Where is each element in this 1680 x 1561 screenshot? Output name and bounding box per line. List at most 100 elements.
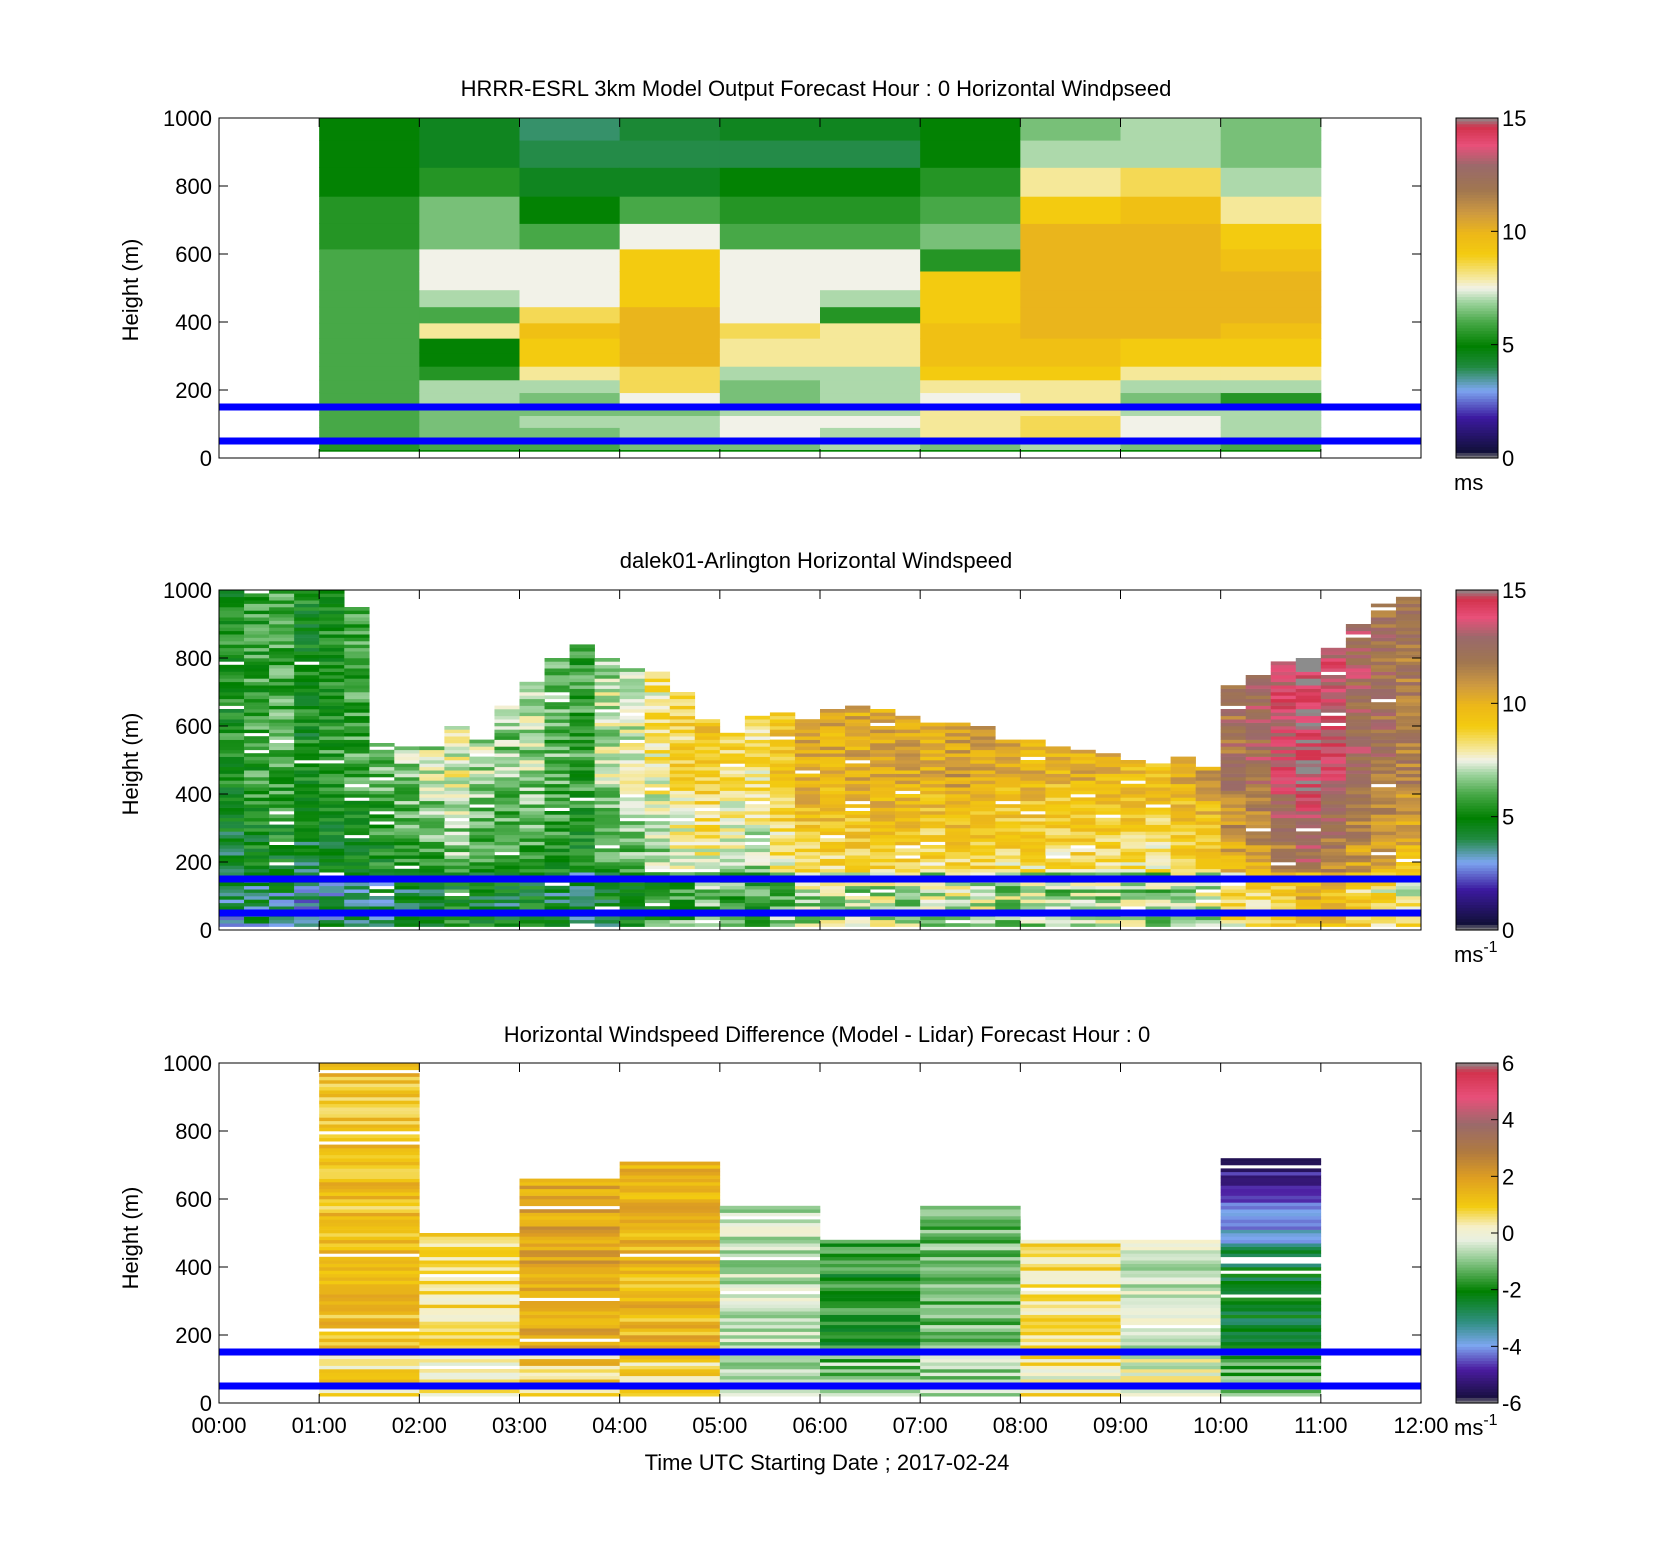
heatmap-cell bbox=[845, 868, 871, 873]
heatmap-cell bbox=[444, 783, 470, 788]
heatmap-cell bbox=[319, 746, 345, 751]
heatmap-cell bbox=[1070, 892, 1096, 897]
heatmap-cell bbox=[820, 872, 846, 876]
heatmap-cell bbox=[1020, 1318, 1121, 1322]
heatmap-cell bbox=[719, 289, 821, 308]
heatmap-cell bbox=[1120, 919, 1146, 924]
heatmap-cell bbox=[369, 865, 395, 870]
colorbar-segment bbox=[1456, 1326, 1498, 1330]
heatmap-cell bbox=[369, 906, 395, 910]
heatmap-cell bbox=[419, 392, 520, 405]
heatmap-cell bbox=[1120, 811, 1146, 815]
heatmap-cell bbox=[419, 1372, 520, 1377]
heatmap-cell bbox=[895, 841, 921, 846]
heatmap-cell bbox=[619, 841, 646, 846]
heatmap-cell bbox=[845, 777, 871, 781]
heatmap-cell bbox=[1270, 671, 1297, 676]
heatmap-cell bbox=[1045, 749, 1071, 754]
heatmap-cell bbox=[794, 821, 821, 825]
heatmap-cell bbox=[494, 715, 520, 720]
heatmap-cell bbox=[895, 732, 921, 737]
heatmap-cell bbox=[1020, 1263, 1121, 1268]
heatmap-cell bbox=[794, 722, 821, 727]
heatmap-cell bbox=[1195, 824, 1221, 829]
heatmap-cell bbox=[344, 777, 370, 781]
heatmap-cell bbox=[995, 790, 1021, 795]
heatmap-cell bbox=[970, 790, 996, 795]
heatmap-cell bbox=[594, 726, 620, 730]
heatmap-cell bbox=[1295, 783, 1322, 788]
heatmap-cell bbox=[569, 896, 595, 900]
colorbar-segment bbox=[1456, 356, 1498, 360]
heatmap-cell bbox=[619, 811, 646, 815]
heatmap-cell bbox=[319, 1144, 420, 1149]
heatmap-cell bbox=[1020, 196, 1121, 224]
heatmap-cell bbox=[1145, 824, 1171, 829]
colorbar-segment bbox=[1456, 683, 1498, 687]
colorbar-segment bbox=[1456, 381, 1498, 385]
heatmap-cell bbox=[394, 746, 420, 751]
heatmap-cell bbox=[319, 838, 345, 842]
heatmap-cell bbox=[1220, 855, 1247, 859]
heatmap-cell bbox=[1020, 845, 1046, 849]
heatmap-cell bbox=[945, 780, 971, 785]
heatmap-cell bbox=[694, 834, 721, 839]
colorbar-segment bbox=[1456, 847, 1498, 852]
heatmap-cell bbox=[394, 872, 420, 876]
heatmap-cell bbox=[644, 746, 671, 751]
heatmap-cell bbox=[294, 923, 320, 927]
colorbar-segment bbox=[1456, 1122, 1498, 1126]
heatmap-cell bbox=[469, 841, 495, 846]
heatmap-cell bbox=[1170, 794, 1196, 798]
heatmap-cell bbox=[1295, 790, 1322, 795]
heatmap-cell bbox=[694, 882, 721, 887]
heatmap-cell bbox=[594, 722, 620, 727]
heatmap-cell bbox=[820, 1263, 921, 1268]
heatmap-cell bbox=[344, 902, 370, 907]
heatmap-cell bbox=[719, 794, 746, 798]
heatmap-cell bbox=[269, 634, 295, 638]
heatmap-cell bbox=[820, 848, 846, 853]
heatmap-cell bbox=[1220, 722, 1247, 727]
heatmap-cell bbox=[1345, 899, 1372, 904]
heatmap-cell bbox=[269, 848, 295, 853]
colorbar-segment bbox=[1456, 220, 1498, 224]
heatmap-cell bbox=[469, 749, 495, 754]
heatmap-cell bbox=[319, 651, 345, 655]
heatmap-cell bbox=[744, 783, 771, 788]
heatmap-cell bbox=[1370, 848, 1397, 853]
heatmap-cell bbox=[619, 1229, 721, 1234]
heatmap-cell bbox=[1245, 811, 1272, 815]
heatmap-cell bbox=[920, 743, 946, 747]
heatmap-cell bbox=[744, 807, 771, 812]
x-tick-label: 00:00 bbox=[191, 1413, 246, 1438]
heatmap-cell bbox=[719, 1301, 821, 1305]
heatmap-cell bbox=[294, 593, 320, 598]
heatmap-cell bbox=[1070, 899, 1096, 904]
heatmap-cell bbox=[1220, 766, 1247, 771]
heatmap-cell bbox=[945, 855, 971, 859]
heatmap-cell bbox=[544, 675, 570, 679]
heatmap-cell bbox=[1145, 892, 1171, 897]
heatmap-cell bbox=[1170, 821, 1196, 825]
heatmap-cell bbox=[344, 919, 370, 924]
heatmap-cell bbox=[995, 841, 1021, 846]
heatmap-cell bbox=[1295, 794, 1322, 798]
heatmap-cell bbox=[1345, 855, 1372, 859]
heatmap-cell bbox=[1370, 695, 1397, 700]
heatmap-cell bbox=[344, 749, 370, 754]
colorbar-frame bbox=[1455, 117, 1499, 459]
heatmap-cell bbox=[1370, 709, 1397, 713]
heatmap-cell bbox=[719, 352, 821, 367]
heatmap-cell bbox=[219, 593, 245, 598]
heatmap-cell bbox=[394, 753, 420, 757]
heatmap-cell bbox=[1295, 732, 1322, 737]
heatmap-cell bbox=[419, 439, 520, 450]
heatmap-cell bbox=[1020, 1341, 1121, 1346]
colorbar-segment bbox=[1456, 160, 1498, 164]
heatmap-cell bbox=[1295, 804, 1322, 808]
heatmap-cell bbox=[319, 834, 345, 839]
heatmap-cell bbox=[794, 766, 821, 771]
heatmap-cell bbox=[419, 845, 445, 849]
heatmap-cell bbox=[694, 800, 721, 805]
